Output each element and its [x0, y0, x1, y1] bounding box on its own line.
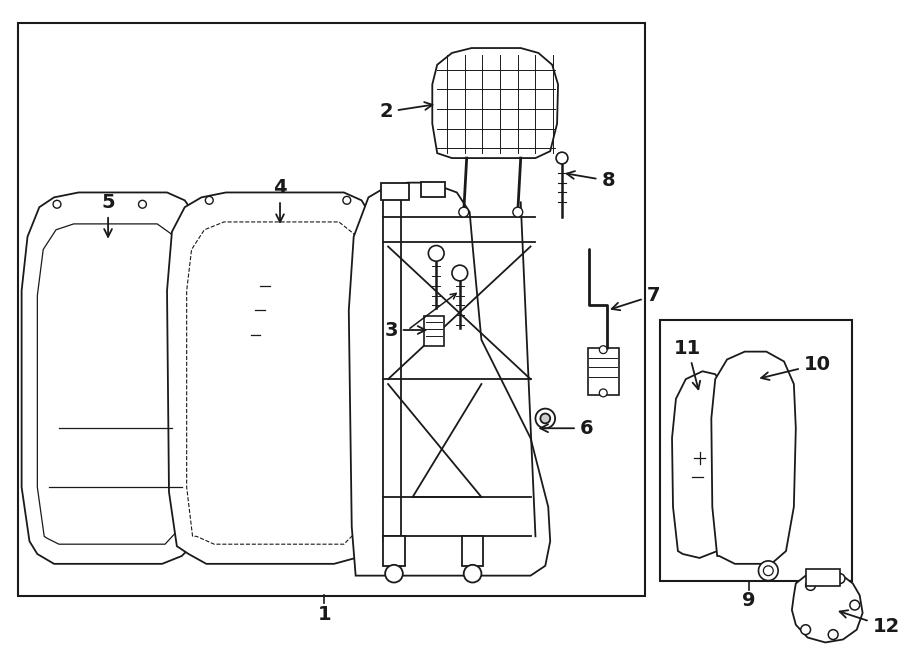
Circle shape	[139, 200, 147, 208]
Circle shape	[459, 207, 469, 217]
Text: 6: 6	[540, 419, 593, 438]
Bar	[382, 182, 409, 200]
Text: 10: 10	[761, 355, 831, 380]
Text: 7: 7	[612, 286, 660, 310]
Circle shape	[556, 152, 568, 164]
Text: 5: 5	[102, 193, 115, 237]
Polygon shape	[349, 182, 550, 576]
Polygon shape	[432, 48, 558, 158]
Polygon shape	[711, 352, 796, 564]
Text: 12: 12	[840, 610, 900, 637]
Circle shape	[763, 566, 773, 576]
Text: 4: 4	[274, 178, 287, 222]
Text: 9: 9	[742, 591, 755, 609]
Bar	[588, 348, 619, 395]
Circle shape	[759, 561, 778, 580]
Circle shape	[53, 200, 61, 208]
Polygon shape	[672, 371, 727, 558]
Bar	[806, 568, 840, 586]
Ellipse shape	[215, 323, 331, 494]
Circle shape	[850, 600, 859, 610]
Circle shape	[536, 408, 555, 428]
Bar	[425, 316, 444, 346]
Circle shape	[513, 207, 523, 217]
Circle shape	[385, 564, 403, 582]
Circle shape	[428, 245, 444, 261]
Circle shape	[540, 414, 550, 423]
Bar	[18, 24, 644, 596]
Text: 1: 1	[318, 605, 331, 625]
Circle shape	[801, 625, 811, 635]
Circle shape	[599, 346, 608, 354]
Bar	[462, 536, 483, 566]
Text: 2: 2	[380, 102, 433, 122]
Circle shape	[828, 630, 838, 639]
Polygon shape	[22, 192, 204, 564]
Text: 3: 3	[384, 321, 426, 340]
Circle shape	[452, 265, 468, 281]
Polygon shape	[792, 570, 862, 642]
Circle shape	[205, 196, 213, 204]
Bar	[383, 536, 405, 566]
Text: 11: 11	[674, 338, 701, 389]
Circle shape	[464, 564, 482, 582]
Polygon shape	[37, 224, 184, 544]
Polygon shape	[167, 192, 378, 564]
Circle shape	[835, 574, 845, 584]
Text: 8: 8	[567, 171, 615, 190]
Circle shape	[343, 196, 351, 204]
Bar	[661, 320, 851, 580]
Bar	[420, 182, 446, 198]
Circle shape	[599, 389, 608, 397]
Polygon shape	[186, 222, 364, 544]
Circle shape	[806, 580, 815, 590]
